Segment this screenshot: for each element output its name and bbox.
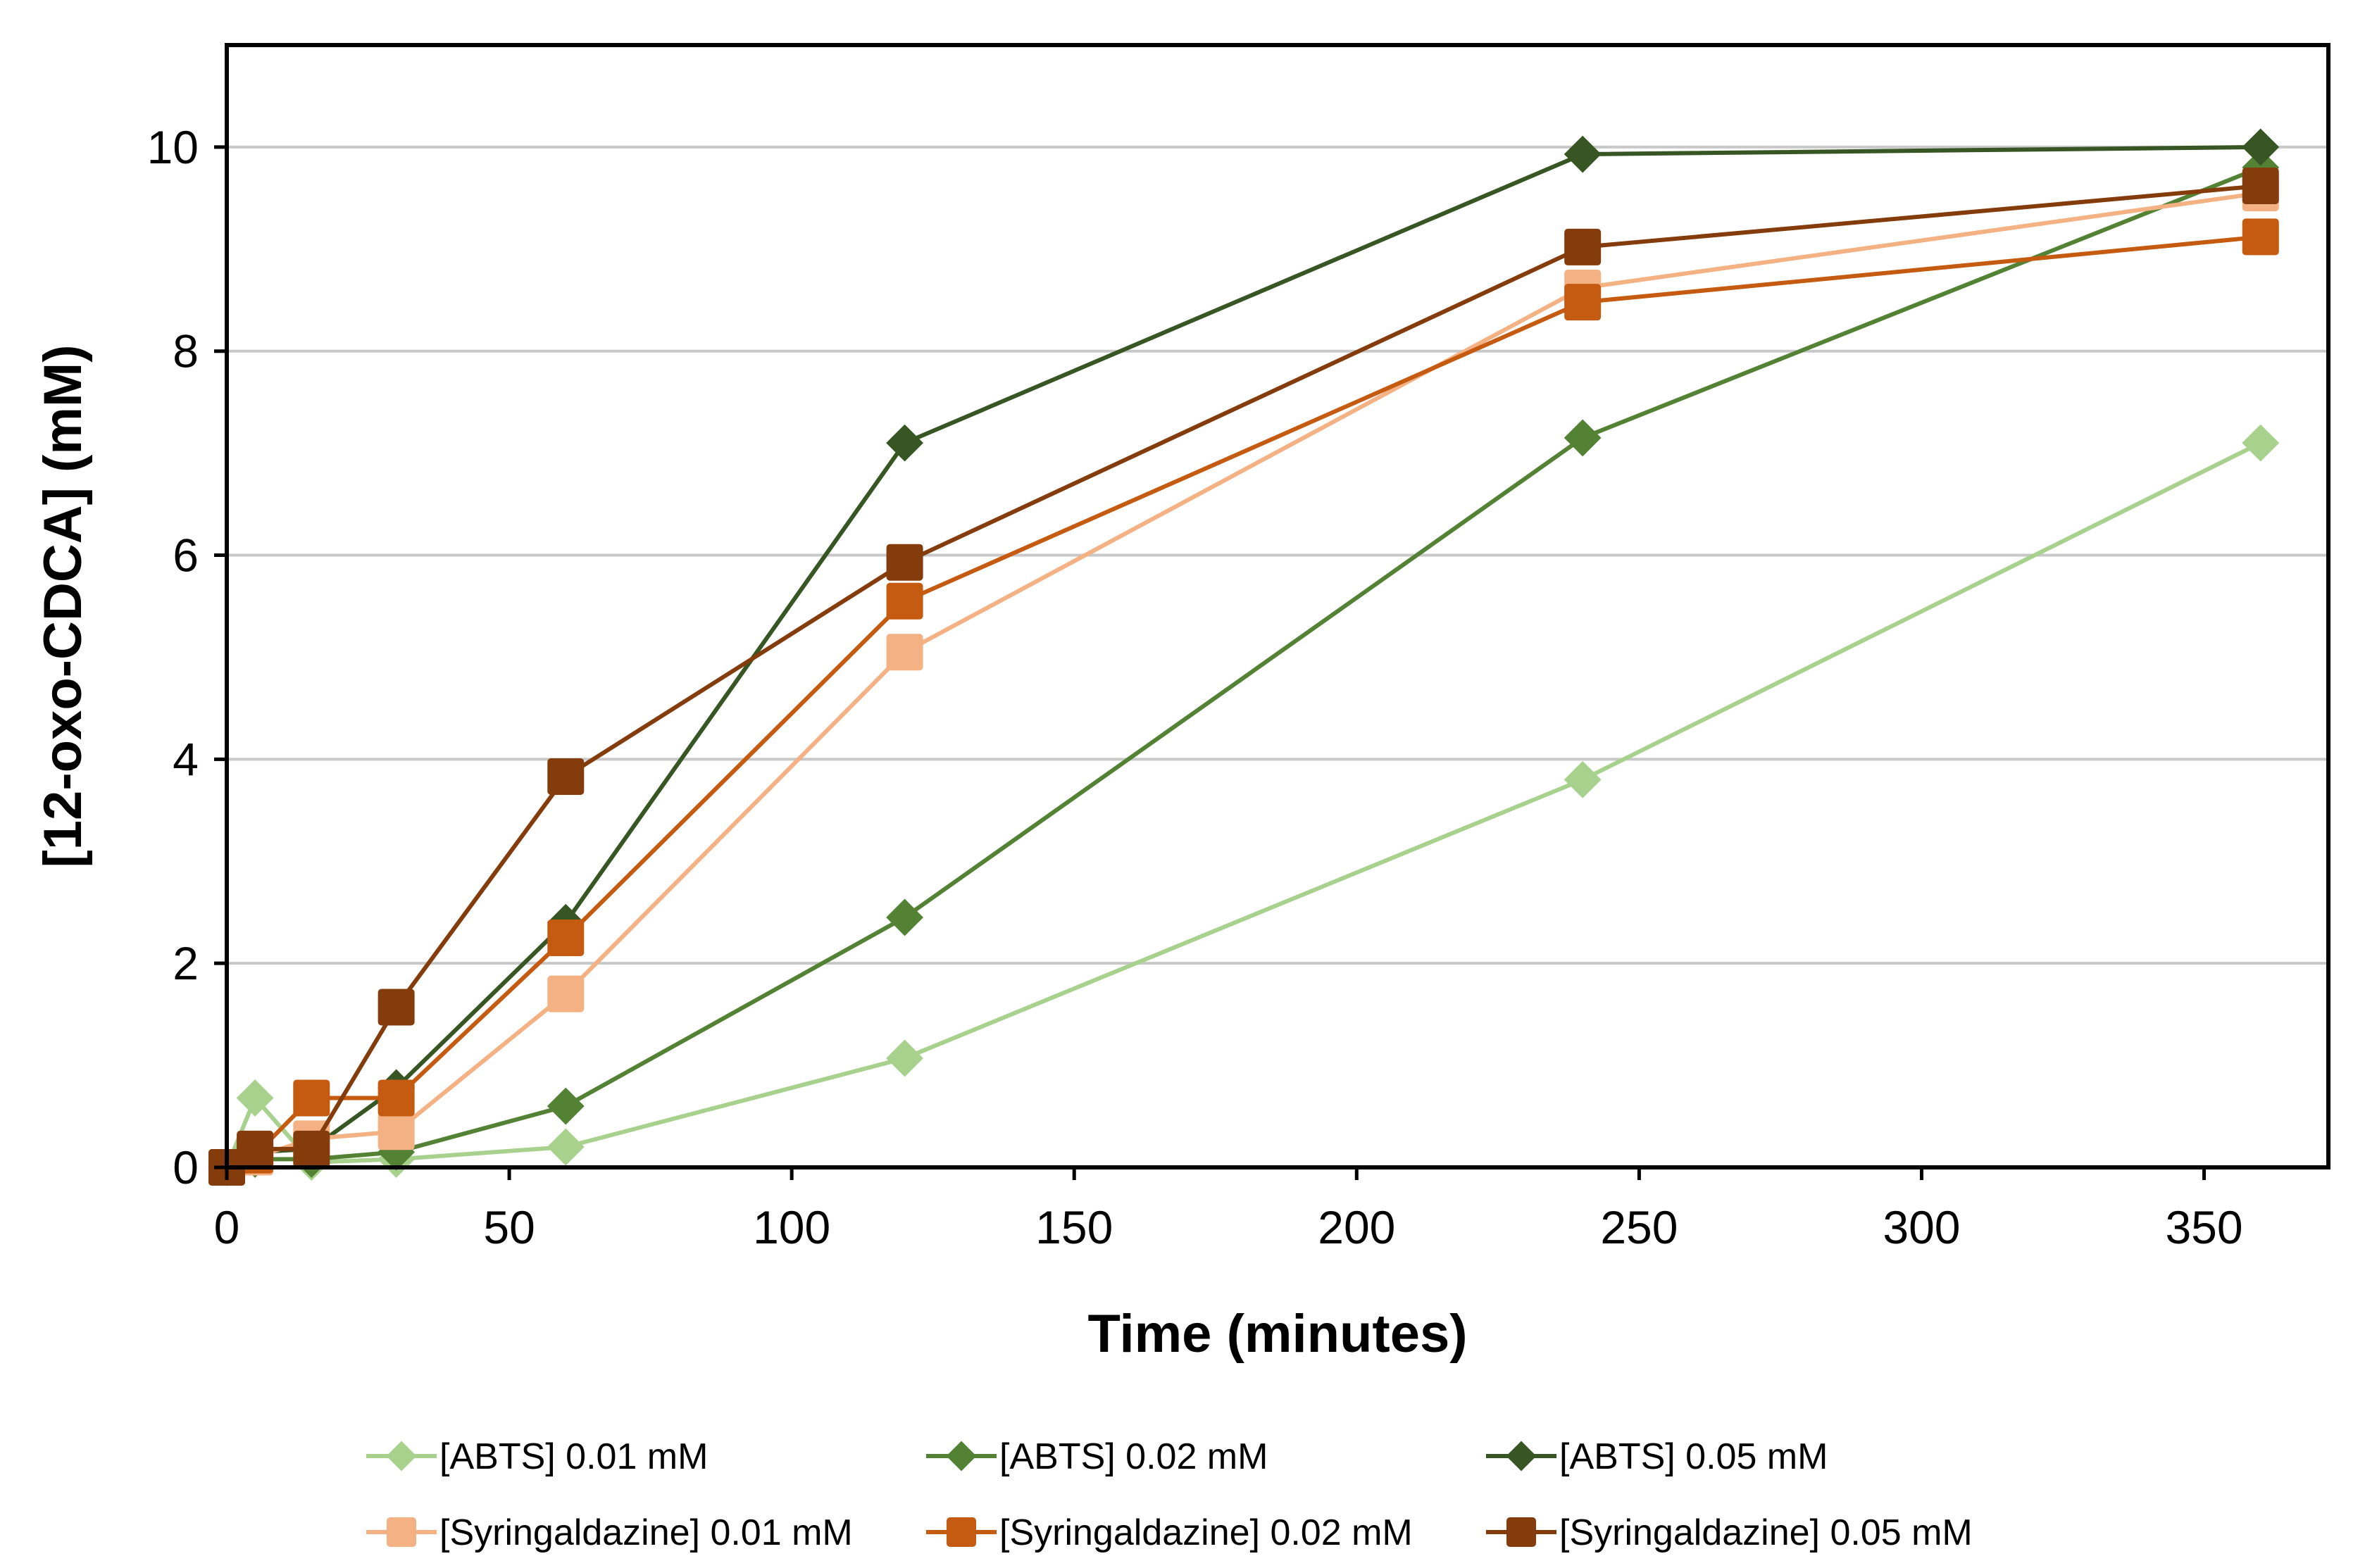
legend-marker <box>387 1517 416 1547</box>
legend-marker <box>1506 1517 1536 1547</box>
data-point <box>886 582 923 620</box>
data-point <box>293 1079 330 1117</box>
data-point <box>886 424 923 462</box>
x-axis-title: Time (minutes) <box>1087 1304 1467 1364</box>
x-tick-label: 300 <box>1883 1201 1960 1253</box>
x-tick-label: 250 <box>1600 1201 1678 1253</box>
data-point <box>547 975 585 1012</box>
x-tick-label: 50 <box>483 1201 535 1253</box>
data-point <box>1564 228 1602 265</box>
data-point <box>236 1079 274 1117</box>
y-tick-label: 8 <box>173 325 199 377</box>
data-point <box>886 634 923 671</box>
y-axis-title: [12-oxo-CDCA] (mM) <box>33 344 93 867</box>
series-line <box>225 441 2262 1169</box>
legend-item: [ABTS] 0.02 mM <box>926 1436 1268 1477</box>
data-point <box>1564 760 1602 798</box>
data-point <box>237 1130 274 1167</box>
series-6 <box>208 167 2279 1186</box>
legend-item: [ABTS] 0.01 mM <box>366 1436 708 1477</box>
data-point <box>886 898 923 936</box>
data-point <box>886 544 923 581</box>
legend-item: [ABTS] 0.05 mM <box>1486 1436 1828 1477</box>
data-point <box>2242 128 2280 166</box>
x-tick-label: 0 <box>214 1201 240 1253</box>
plot-series <box>208 128 2280 1186</box>
legend-item: [Syringaldazine] 0.05 mM <box>1486 1512 1973 1553</box>
y-tick-label: 10 <box>147 121 199 173</box>
y-tick-label: 6 <box>173 529 199 582</box>
x-tick-label: 200 <box>1318 1201 1395 1253</box>
legend-item: [Syringaldazine] 0.02 mM <box>926 1512 1413 1553</box>
data-point <box>377 989 415 1026</box>
data-point <box>1564 135 1602 173</box>
data-point <box>547 919 585 956</box>
x-tick-label: 350 <box>2165 1201 2242 1253</box>
legend-label: [Syringaldazine] 0.01 mM <box>439 1512 853 1553</box>
data-point <box>547 758 585 795</box>
legend: [ABTS] 0.01 mM [ABTS] 0.02 mM [ABTS] 0.05 … <box>366 1436 1973 1553</box>
data-point <box>377 1079 415 1117</box>
y-tick-label: 2 <box>173 937 199 989</box>
data-point <box>293 1130 330 1167</box>
legend-label: [Syringaldazine] 0.02 mM <box>999 1512 1413 1553</box>
data-point <box>377 1113 415 1150</box>
legend-marker <box>947 1517 976 1547</box>
y-tick-label: 4 <box>173 733 199 785</box>
data-point <box>2242 218 2279 256</box>
legend-label: [ABTS] 0.02 mM <box>999 1436 1268 1477</box>
data-point <box>2242 424 2280 462</box>
legend-label: [Syringaldazine] 0.05 mM <box>1559 1512 1973 1553</box>
data-point <box>1564 419 1602 457</box>
legend-marker <box>386 1441 417 1472</box>
legend-label: [ABTS] 0.05 mM <box>1559 1436 1828 1477</box>
plot-area-frame <box>225 43 2330 1169</box>
data-point <box>547 1128 585 1166</box>
legend-label: [ABTS] 0.01 mM <box>439 1436 708 1477</box>
x-tick-label: 100 <box>753 1201 830 1253</box>
y-tick-label: 0 <box>173 1141 199 1193</box>
data-point <box>547 1087 585 1125</box>
data-point <box>2242 167 2279 204</box>
data-point <box>886 1039 923 1077</box>
data-point <box>1564 284 1602 321</box>
x-tick-label: 150 <box>1035 1201 1113 1253</box>
legend-item: [Syringaldazine] 0.01 mM <box>366 1512 853 1553</box>
legend-marker <box>946 1441 977 1472</box>
legend-marker <box>1506 1441 1537 1472</box>
